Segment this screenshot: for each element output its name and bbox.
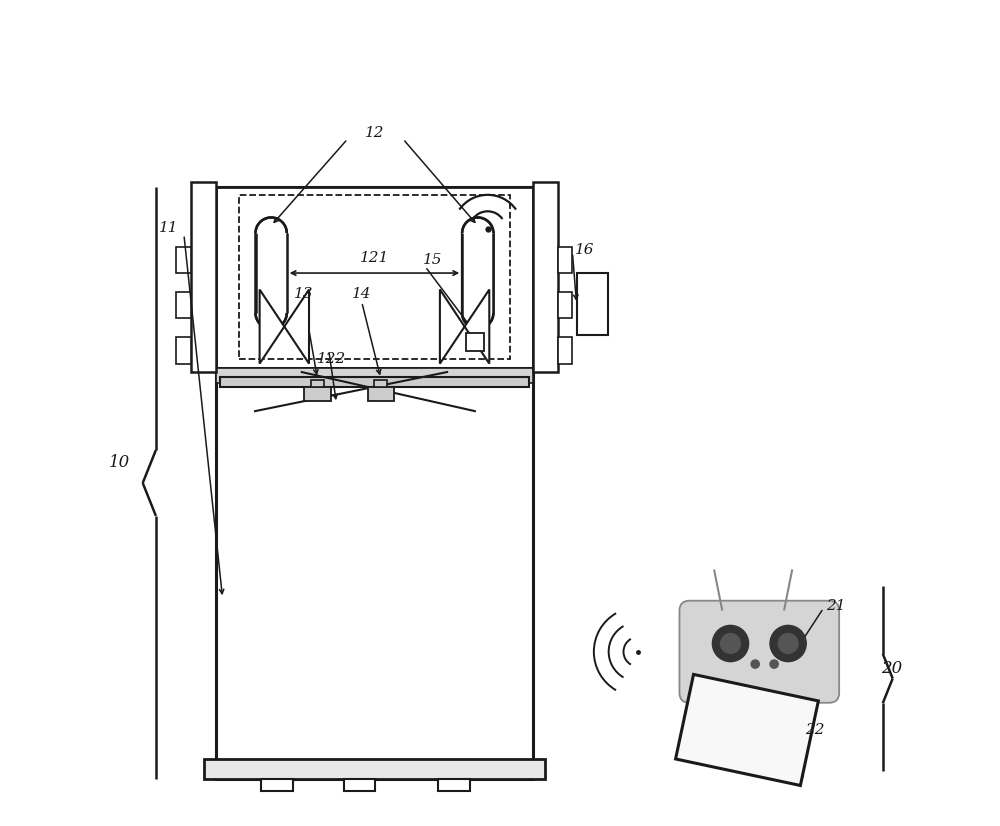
Polygon shape xyxy=(284,290,309,363)
Circle shape xyxy=(770,660,778,668)
Bar xyxy=(466,333,484,351)
Bar xyxy=(344,780,375,790)
Text: 21: 21 xyxy=(826,600,846,614)
Circle shape xyxy=(770,625,806,662)
Bar xyxy=(462,233,493,313)
Circle shape xyxy=(721,634,740,653)
Bar xyxy=(311,380,324,387)
Bar xyxy=(374,380,387,387)
Bar xyxy=(533,183,558,372)
Polygon shape xyxy=(440,290,465,363)
Text: 22: 22 xyxy=(805,723,824,737)
Bar xyxy=(558,292,572,318)
Text: 122: 122 xyxy=(317,353,346,367)
Text: 10: 10 xyxy=(109,454,130,471)
Text: 14: 14 xyxy=(352,287,371,301)
Bar xyxy=(239,195,510,359)
Text: 11: 11 xyxy=(159,221,179,235)
Bar xyxy=(558,247,572,273)
Polygon shape xyxy=(256,217,287,329)
Bar xyxy=(261,780,293,790)
Bar xyxy=(438,780,470,790)
Circle shape xyxy=(751,660,759,668)
Text: 121: 121 xyxy=(360,251,389,265)
Polygon shape xyxy=(676,674,818,786)
Bar xyxy=(577,273,608,335)
Bar xyxy=(216,187,533,368)
Bar xyxy=(304,387,331,401)
Bar xyxy=(368,387,394,401)
Circle shape xyxy=(778,634,798,653)
FancyBboxPatch shape xyxy=(679,601,839,703)
Polygon shape xyxy=(465,290,489,363)
Polygon shape xyxy=(462,217,493,329)
Text: 20: 20 xyxy=(881,660,902,676)
Bar xyxy=(176,337,191,363)
Bar xyxy=(216,187,533,780)
Text: 16: 16 xyxy=(575,243,595,257)
Bar xyxy=(558,337,572,363)
Polygon shape xyxy=(260,290,284,363)
Bar xyxy=(216,368,533,382)
Text: 15: 15 xyxy=(423,253,442,267)
Bar xyxy=(220,377,529,387)
Bar xyxy=(191,183,216,372)
Text: 13: 13 xyxy=(294,287,314,301)
Bar xyxy=(204,759,545,780)
Text: 12: 12 xyxy=(365,126,385,140)
Bar xyxy=(176,292,191,318)
Circle shape xyxy=(712,625,749,662)
Bar xyxy=(176,247,191,273)
Bar xyxy=(256,233,287,313)
